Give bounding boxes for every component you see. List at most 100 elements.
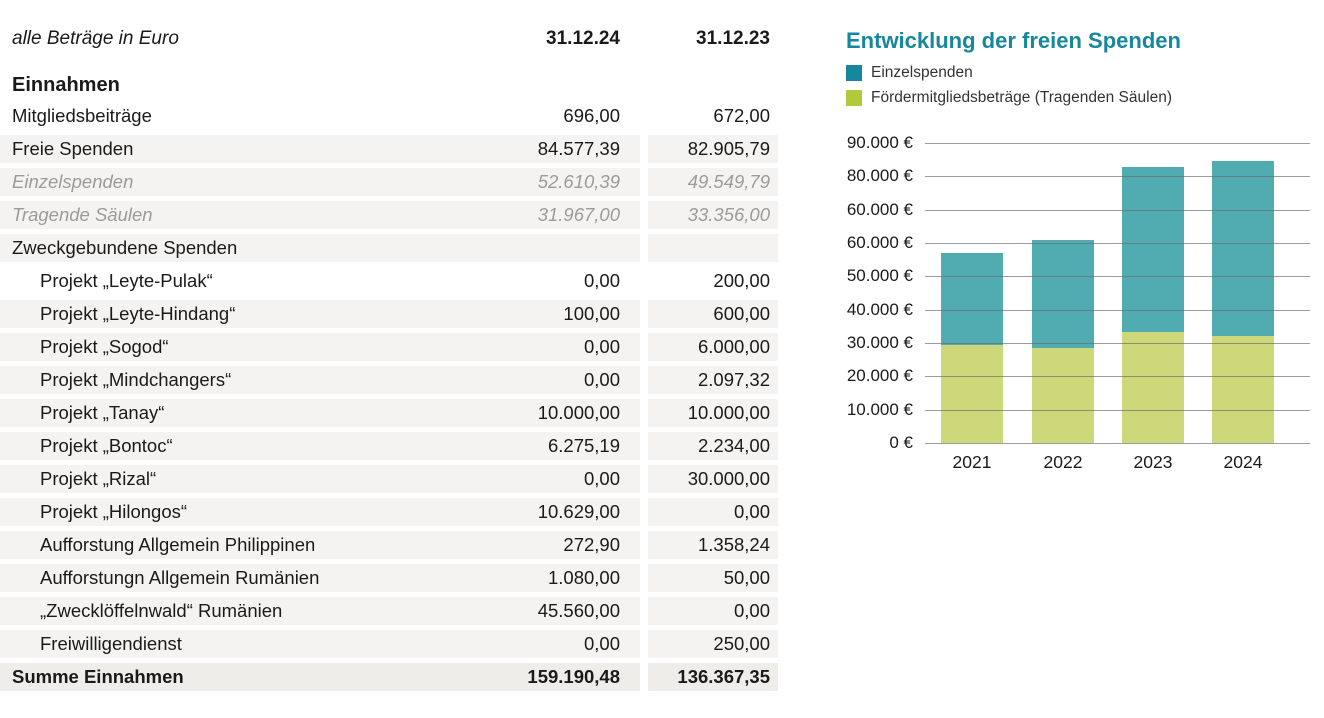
- bar-segment-foerdermitgliedsbetraege: [1032, 348, 1094, 443]
- y-tick-label: 40.000 €: [846, 299, 913, 319]
- legend-swatch-einzelspenden: [846, 65, 862, 81]
- row-value-31-12-23: 1.358,24: [697, 534, 770, 555]
- table-row: Projekt „Sogod“ 0,00 6.000,00: [0, 333, 778, 361]
- bar-segment-foerdermitgliedsbetraege: [941, 344, 1003, 443]
- gridline: [925, 343, 1310, 344]
- row-value-31-12-24: 696,00: [563, 105, 620, 126]
- row-label: Projekt „Sogod“: [40, 336, 169, 357]
- row-value-31-12-23: 6.000,00: [697, 336, 770, 357]
- table-row: Freiwilligendienst 0,00 250,00: [0, 630, 778, 658]
- row-value-31-12-24: 45.560,00: [537, 600, 620, 621]
- row-value-31-12-23: 33.356,00: [687, 204, 770, 225]
- y-tick-label: 30.000 €: [846, 333, 913, 352]
- legend-item-foerdermitgliedsbetraege: Fördermitgliedsbeträge (Tragenden Säulen…: [846, 89, 1324, 107]
- row-value-31-12-23: 250,00: [713, 633, 770, 654]
- legend-swatch-foerdermitgliedsbetraege: [846, 90, 862, 106]
- row-label: Freiwilligendienst: [40, 633, 182, 654]
- chart-header: Entwicklung der freien Spenden Einzelspe…: [846, 28, 1324, 114]
- row-value-31-12-24: 0,00: [583, 336, 620, 357]
- income-table: alle Beträge in Euro 31.12.24 31.12.23 E…: [0, 28, 778, 691]
- table-row: Projekt „Rizal“ 0,00 30.000,00: [0, 465, 778, 493]
- y-tick-label: 60.000 €: [846, 233, 913, 252]
- legend-item-einzelspenden: Einzelspenden: [846, 64, 1324, 82]
- bar-segment-einzelspenden: [941, 253, 1003, 345]
- y-tick-label: 0 €: [889, 433, 913, 452]
- table-row: Projekt „Leyte-Pulak“ 0,00 200,00: [0, 267, 778, 295]
- row-value-31-12-23: 0,00: [733, 501, 770, 522]
- table-row: „Zwecklöffelnwald“ Rumänien 45.560,00 0,…: [0, 597, 778, 625]
- gridline: [925, 143, 1310, 144]
- table-row: Einzelspenden 52.610,39 49.549,79: [0, 168, 778, 196]
- table-header: alle Beträge in Euro 31.12.24 31.12.23: [0, 28, 778, 50]
- y-tick-label: 10.000 €: [846, 399, 913, 419]
- bar-segment-foerdermitgliedsbetraege: [1122, 331, 1184, 443]
- section-title: Einnahmen: [12, 74, 120, 96]
- gridline: [925, 276, 1310, 278]
- table-row: Projekt „Mindchangers“ 0,00 2.097,32: [0, 366, 778, 394]
- table-row: Summe Einnahmen 159.190,48 136.367,35: [0, 663, 778, 691]
- row-value-31-12-23: 2.234,00: [697, 435, 770, 456]
- y-tick-label: 50.000 €: [846, 266, 913, 286]
- table-row: Projekt „Hilongos“ 10.629,00 0,00: [0, 498, 778, 526]
- bar-segment-foerdermitgliedsbetraege: [1212, 336, 1274, 443]
- gridline: [925, 209, 1310, 211]
- row-value-31-12-24: 0,00: [583, 468, 620, 489]
- row-label: „Zwecklöffelnwald“ Rumänien: [40, 600, 283, 621]
- table-row: Freie Spenden 84.577,39 82.905,79: [0, 135, 778, 163]
- row-value-31-12-23: 2.097,32: [697, 369, 770, 390]
- gridline: [925, 309, 1310, 311]
- row-value-31-12-24: 0,00: [583, 633, 620, 654]
- column-header-2023: 31.12.23: [696, 28, 770, 49]
- x-tick-label: 2024: [1223, 452, 1263, 472]
- table-row: Tragende Säulen 31.967,00 33.356,00: [0, 201, 778, 229]
- x-tick-label: 2021: [952, 452, 992, 472]
- row-value-31-12-23: 200,00: [713, 270, 770, 291]
- row-label: Projekt „Mindchangers“: [40, 369, 232, 390]
- row-label: Projekt „Leyte-Pulak“: [40, 270, 213, 291]
- y-tick-label: 80.000 €: [846, 166, 913, 186]
- x-tick-label: 2022: [1043, 452, 1083, 472]
- y-tick-label: 60.000 €: [846, 199, 913, 219]
- table-row: Projekt „Leyte-Hindang“ 100,00 600,00: [0, 300, 778, 328]
- row-value-31-12-24: 52.610,39: [537, 171, 620, 192]
- row-value-31-12-24: 100,00: [563, 303, 620, 324]
- bar-segment-einzelspenden: [1122, 166, 1184, 332]
- row-value-31-12-24: 6.275,19: [547, 435, 620, 456]
- gridline: [925, 176, 1310, 178]
- gridline: [925, 409, 1310, 411]
- unit-label: alle Beträge in Euro: [12, 28, 179, 49]
- bar-2021: [941, 253, 1003, 443]
- bar-segment-einzelspenden: [1032, 239, 1094, 348]
- bar-2022: [1032, 239, 1094, 443]
- row-value-31-12-24: 0,00: [583, 270, 620, 291]
- row-value-31-12-24: 84.577,39: [537, 138, 620, 159]
- row-value-31-12-23: 600,00: [713, 303, 770, 324]
- row-value-31-12-23: 10.000,00: [687, 402, 770, 423]
- row-label: Projekt „Rizal“: [40, 468, 157, 489]
- chart-title: Entwicklung der freien Spenden: [846, 28, 1181, 53]
- row-label: Aufforstung Allgemein Philippinen: [40, 534, 316, 555]
- y-tick-label: 20.000 €: [846, 366, 913, 386]
- row-label: Projekt „Tanay“: [40, 402, 165, 423]
- table-row: Projekt „Tanay“ 10.000,00 10.000,00: [0, 399, 778, 427]
- row-label: Projekt „Hilongos“: [40, 501, 188, 522]
- row-value-31-12-23: 0,00: [733, 600, 770, 621]
- plot-area: [925, 143, 1310, 444]
- row-label: Projekt „Bontoc“: [40, 435, 173, 456]
- row-value-31-12-23: 672,00: [713, 105, 770, 126]
- row-value-31-12-24: 10.629,00: [537, 501, 620, 522]
- row-value-31-12-24: 1.080,00: [547, 567, 620, 588]
- gridline: [925, 243, 1310, 244]
- y-tick-label: 90.000 €: [846, 133, 913, 152]
- row-label: Aufforstungn Allgemein Rumänien: [40, 567, 320, 588]
- row-value-31-12-23: 49.549,79: [687, 171, 770, 192]
- table-row: Projekt „Bontoc“ 6.275,19 2.234,00: [0, 432, 778, 460]
- row-value-31-12-23: 50,00: [723, 567, 770, 588]
- row-value-31-12-23: 30.000,00: [687, 468, 770, 489]
- row-label: Einzelspenden: [12, 171, 134, 192]
- table-row: Aufforstungn Allgemein Rumänien 1.080,00…: [0, 564, 778, 592]
- row-label: Freie Spenden: [12, 138, 134, 159]
- row-value-31-12-24: 31.967,00: [537, 204, 620, 225]
- column-header-2024: 31.12.24: [546, 28, 620, 49]
- row-value-31-12-23: 82.905,79: [687, 138, 770, 159]
